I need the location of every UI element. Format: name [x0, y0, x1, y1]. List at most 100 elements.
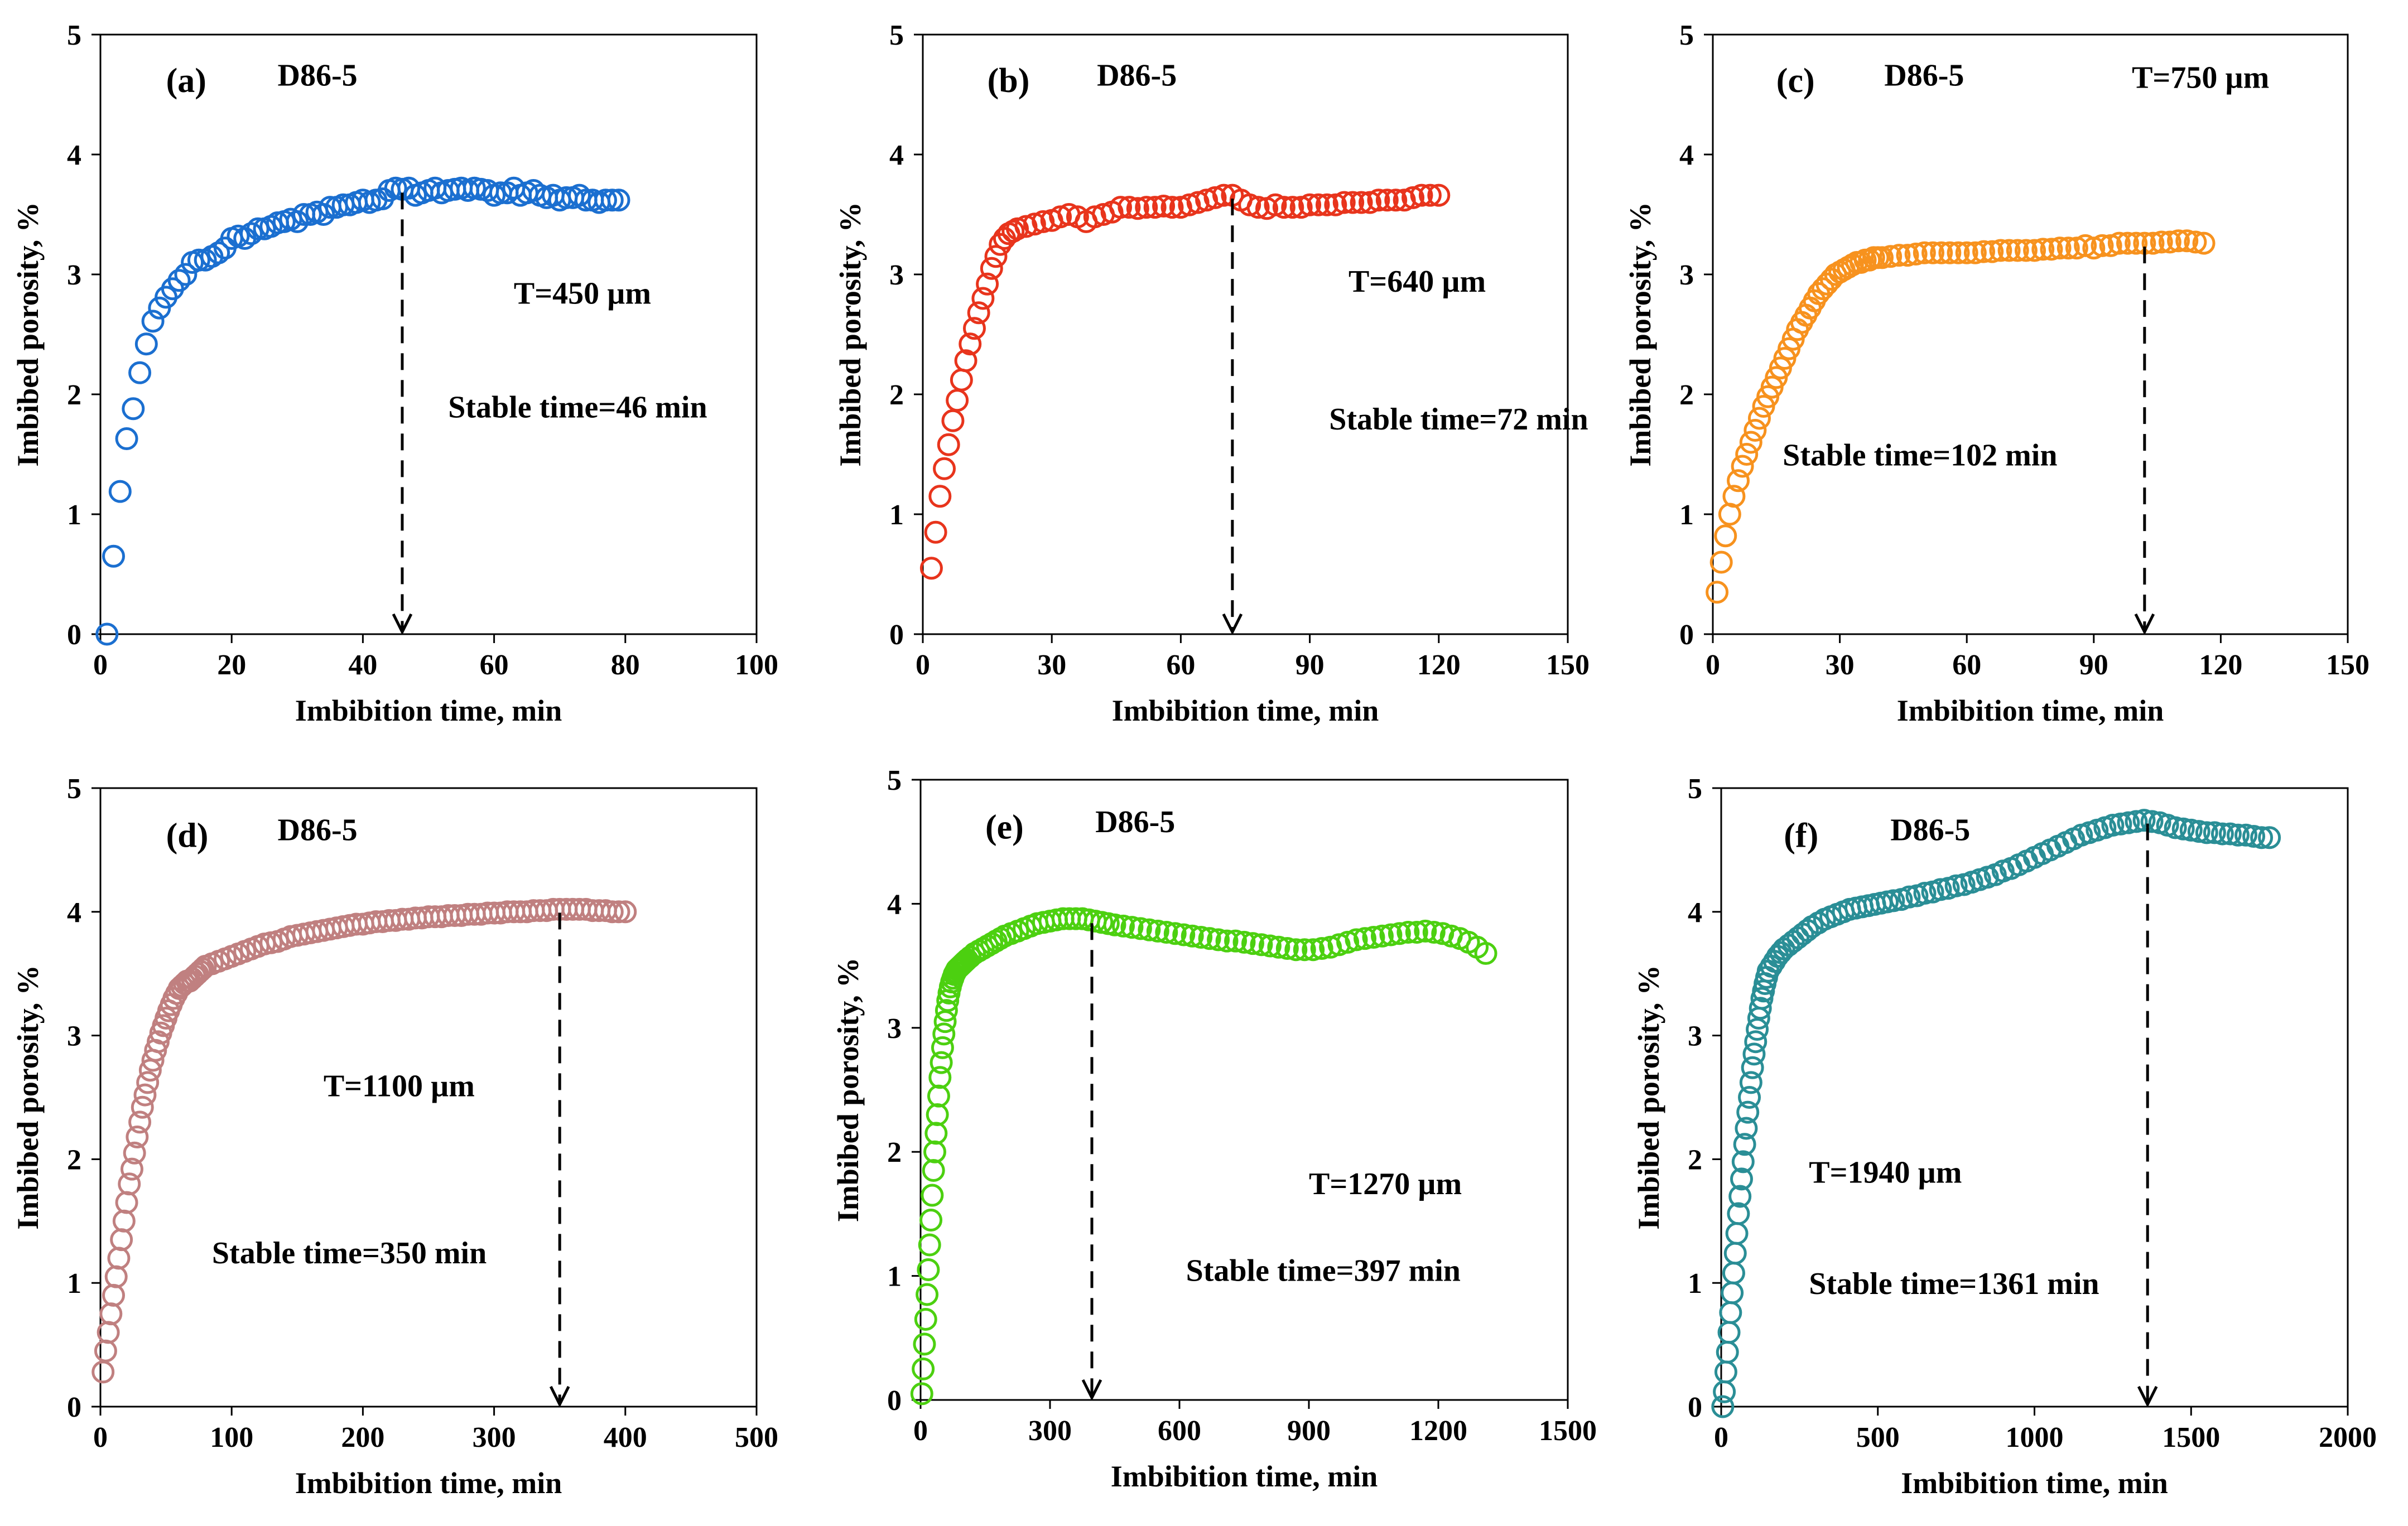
data-point [917, 1258, 940, 1281]
x-axis-title: Imbibition time, min [295, 1466, 562, 1500]
data-point [1341, 191, 1365, 214]
stable-time-arrow-head [2137, 1385, 2158, 1408]
x-tick-label: 90 [2079, 649, 2108, 681]
x-tick-label: 400 [604, 1422, 647, 1453]
data-point [1735, 1117, 1758, 1140]
data-point [967, 301, 990, 325]
data-point [120, 1157, 143, 1181]
y-axis-title: Imbibed porosity, % [834, 202, 867, 467]
x-tick-label: 20 [217, 649, 246, 681]
data-point [1126, 197, 1149, 220]
data-point [91, 1360, 115, 1384]
data-point [937, 433, 960, 456]
panel-label: (d) [166, 817, 209, 854]
data-point [122, 397, 145, 421]
data-point [1727, 469, 1750, 492]
data-series [910, 907, 1497, 1406]
data-point [2006, 239, 2029, 262]
data-point [1118, 196, 1141, 219]
data-point [128, 361, 152, 384]
data-point [1267, 935, 1290, 959]
y-tick-label: 0 [1679, 619, 1694, 651]
data-point [1129, 917, 1152, 940]
data-point [935, 999, 958, 1022]
sample-title: D86-5 [278, 58, 358, 93]
data-point [567, 183, 591, 207]
y-tick-label: 1 [1679, 499, 1694, 531]
data-point [1739, 1071, 1762, 1094]
data-point [1929, 878, 1952, 901]
stable-time-annotation: Stable time=102 min [1783, 438, 2057, 473]
thickness-annotation: T=750 µm [2132, 60, 2269, 95]
stable-time-arrow-head [1222, 613, 1243, 635]
data-point [1714, 1360, 1737, 1384]
panel-label: (a) [166, 62, 206, 100]
y-tick-label: 5 [1679, 20, 1694, 51]
data-point [1246, 196, 1270, 219]
y-tick-label: 3 [67, 1021, 81, 1052]
data-point [99, 1302, 123, 1326]
data-point [1735, 443, 1759, 466]
y-axis-title: Imbibed porosity, % [11, 202, 45, 467]
data-point [2158, 230, 2181, 254]
x-tick-label: 30 [1826, 649, 1855, 681]
x-axis-title: Imbibition time, min [1897, 694, 2164, 727]
stable-time-arrow-head [392, 613, 413, 635]
x-tick-label: 600 [1158, 1415, 1201, 1447]
data-point [984, 245, 1008, 268]
data-point [1232, 930, 1256, 954]
data-point [1730, 1167, 1753, 1191]
data-point [1172, 923, 1196, 946]
plot-frame [1712, 33, 2349, 635]
data-point [1744, 419, 1767, 442]
plot-frame [99, 33, 758, 635]
stable-time-annotation: Stable time=397 min [1186, 1253, 1461, 1288]
data-point [1955, 241, 1978, 264]
x-tick-label: 0 [1714, 1422, 1728, 1453]
y-tick-label: 5 [887, 765, 902, 796]
x-tick-label: 100 [735, 649, 778, 681]
data-point [1189, 925, 1213, 949]
data-point [1418, 183, 1442, 207]
data-point [962, 317, 986, 340]
data-point [1379, 923, 1403, 946]
data-point [1212, 183, 1235, 207]
data-point [1410, 183, 1433, 207]
sample-title: D86-5 [1890, 813, 1970, 848]
stable-time-annotation: Stable time=1361 min [1809, 1267, 2099, 1301]
y-tick-label: 1 [67, 1268, 81, 1300]
panel-label: (b) [988, 62, 1030, 100]
data-series [91, 897, 637, 1384]
data-point [1727, 1202, 1750, 1225]
data-point [134, 332, 158, 356]
data-point [600, 900, 624, 924]
data-point [1198, 927, 1221, 950]
data-point [2125, 810, 2148, 833]
data-point [1913, 882, 1937, 905]
data-point [1422, 921, 1446, 944]
stable-time-annotation: Stable time=46 min [448, 390, 707, 425]
data-point [1135, 196, 1158, 219]
data-point [187, 248, 210, 272]
data-point [1731, 455, 1754, 478]
data-point [102, 1283, 126, 1307]
data-point [1896, 244, 1919, 267]
data-point [131, 1095, 154, 1119]
data-point [959, 332, 982, 356]
data-point [1938, 241, 1962, 264]
y-tick-label: 4 [1688, 897, 1702, 929]
data-point [1275, 936, 1299, 960]
data-point [1728, 1185, 1752, 1208]
y-axis-title: Imbibed porosity, % [831, 958, 865, 1223]
data-point [1733, 1133, 1756, 1156]
data-point [607, 900, 630, 924]
data-point [2179, 818, 2203, 842]
data-point [928, 1066, 952, 1089]
data-point [1302, 938, 1325, 962]
x-tick-label: 80 [611, 649, 640, 681]
data-point [1427, 183, 1451, 207]
data-point [2132, 809, 2156, 832]
y-tick-label: 5 [1688, 773, 1702, 805]
y-axis-title: Imbibed porosity, % [1632, 965, 1665, 1230]
data-point [104, 1265, 128, 1288]
